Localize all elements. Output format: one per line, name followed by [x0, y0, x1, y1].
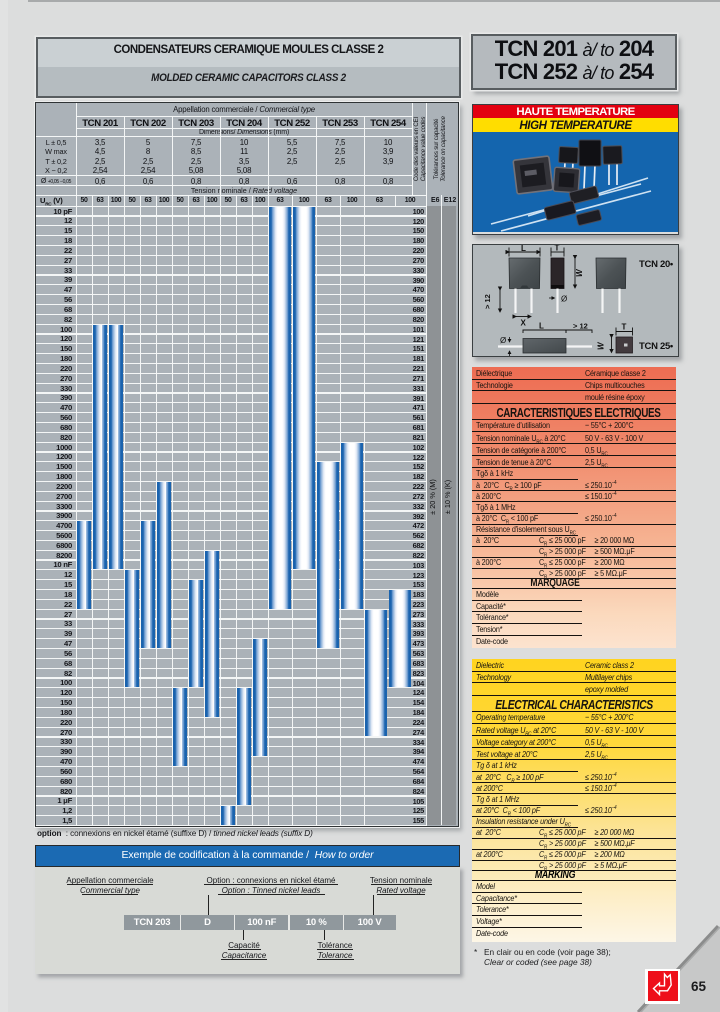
svg-text:W: W — [597, 341, 606, 350]
svg-text:L: L — [521, 245, 526, 253]
svg-text:Ø: Ø — [561, 295, 567, 304]
svg-text:> 12: > 12 — [573, 322, 588, 331]
svg-text:TCN 25•: TCN 25• — [639, 341, 674, 352]
svg-text:X: X — [521, 319, 527, 328]
svg-text:T: T — [555, 245, 560, 253]
svg-text:L: L — [539, 322, 544, 331]
svg-text:Ø: Ø — [500, 336, 506, 345]
svg-text:> 12: > 12 — [483, 294, 492, 309]
svg-text:TCN 20•: TCN 20• — [639, 259, 674, 270]
svg-text:W: W — [575, 268, 584, 277]
svg-text:T: T — [622, 323, 627, 332]
